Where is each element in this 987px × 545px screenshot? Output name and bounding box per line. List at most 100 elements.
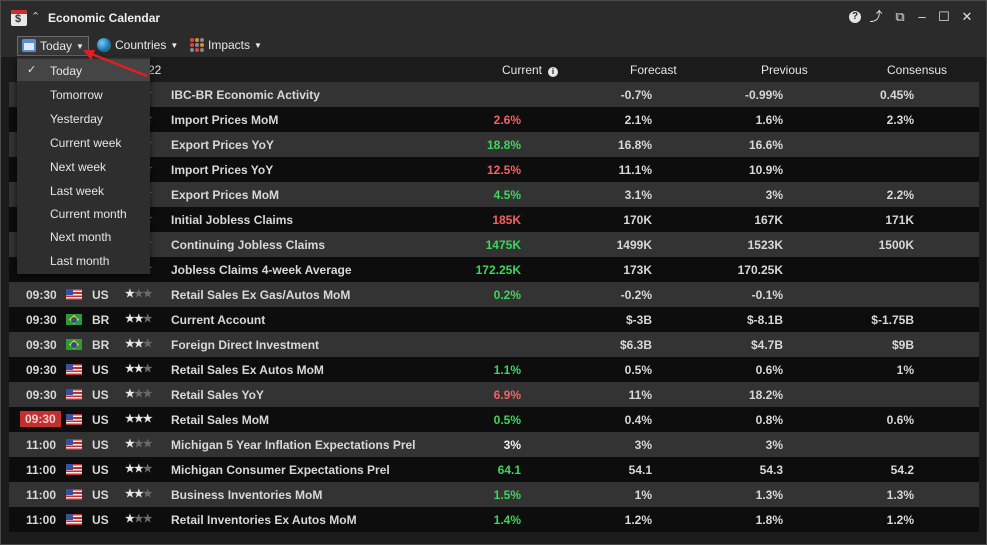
event-current: 1.4% [493,513,521,527]
table-row[interactable]: ★★★Initial Jobless Claims185K170K167K171… [9,207,979,232]
header-current[interactable]: Current i [502,63,559,77]
event-current: 12.5% [486,163,521,177]
event-forecast: 173K [623,263,652,277]
flag-us-icon [66,414,82,425]
dropdown-item-tomorrow[interactable]: Tomorrow [17,83,150,105]
table-row[interactable]: 11:00 US ★★★ Michigan Consumer Expectations… [9,457,979,482]
event-forecast: -0.2% [620,288,652,302]
table-row[interactable]: 09:30 BR ★★★ Foreign Direct Investment $6.3B… [9,332,979,357]
event-current: 0.5% [493,413,521,427]
table-row[interactable]: 11:00 US ★★★ Retail Inventories Ex Autos Mo… [9,507,979,532]
impact-star-icon: ★★★ [125,388,153,400]
event-current: 18.8% [486,138,521,152]
maximize-icon[interactable]: ☐ [938,9,950,24]
event-previous: 16.6% [748,138,783,152]
event-time: 09:30 [26,313,57,327]
flag-br-icon [66,339,82,350]
dropdown-item-current-week[interactable]: Current week [17,131,150,153]
event-time: 09:30 [20,411,61,427]
info-icon[interactable]: i [548,67,559,77]
impact-star-icon: ★★★ [125,513,153,525]
events-table: ★★★ IBC-BR Economic Activity -0.7% -0.99% 0.… [9,82,979,532]
event-forecast: 1499K [616,238,652,252]
event-previous: -0.1% [751,288,783,302]
impact-star-icon: ★★★ [125,463,153,475]
help-icon[interactable]: ? [849,11,861,23]
table-row[interactable]: 09:30 BR ★★★ Current Account $-3B $-8.1B $-1.7… [9,307,979,332]
event-consensus: 1.2% [886,513,914,527]
event-previous: 0.6% [755,363,783,377]
table-row[interactable]: 11:00 US ★★★ Michigan 5 Year Inflation Expe… [9,432,979,457]
event-forecast: 2.1% [624,113,652,127]
event-current: 6.9% [493,388,521,402]
event-country: BR [92,338,110,352]
event-previous: 1.8% [755,513,783,527]
today-period-button[interactable]: Today ▼ [17,36,89,56]
table-row[interactable]: 09:30 US ★★★ Retail Sales YoY 6.9% 11% 18.2% [9,382,979,407]
event-consensus: 0.6% [886,413,914,427]
table-header: 22 Current i Forecast Previous Consensus [9,57,979,81]
event-consensus: 0.45% [879,88,914,102]
table-row[interactable]: ★★★IBC-BR Economic Activity-0.7%-0.99%0.… [9,82,979,107]
countries-button[interactable]: Countries ▼ [97,36,178,54]
event-previous: 3% [765,438,783,452]
event-country: US [92,288,109,302]
event-previous: 1.3% [755,488,783,502]
event-current: 2.6% [493,113,521,127]
event-time: 11:00 [26,513,57,527]
event-forecast: 3.1% [624,188,652,202]
dropdown-item-last-month[interactable]: Last month [17,249,150,271]
dropdown-item-current-month[interactable]: Current month [17,202,150,224]
collapse-chevron-up-icon[interactable]: ⌃ [31,11,41,23]
minimize-icon[interactable]: – [918,9,926,24]
window-title: Economic Calendar [48,11,161,25]
event-previous: 54.3 [759,463,783,477]
dropdown-item-today[interactable]: ✓ Today [17,59,150,81]
event-time: 09:30 [26,388,57,402]
detach-icon[interactable]: ⧉ [895,9,905,24]
countries-label: Countries [115,38,167,52]
table-row[interactable]: ★★★Continuing Jobless Claims1475K1499K15… [9,232,979,257]
event-country: US [92,438,109,452]
table-row[interactable]: 09:30 US ★★★ Retail Sales Ex Autos MoM 1.1% 0… [9,357,979,382]
close-icon[interactable]: ✕ [961,9,973,24]
flag-us-icon [66,464,82,475]
event-forecast: 1% [634,488,652,502]
table-row[interactable]: ★★★Jobless Claims 4-week Average172.25K1… [9,257,979,282]
dropdown-item-yesterday[interactable]: Yesterday [17,107,150,129]
event-country: US [92,488,109,502]
dropdown-item-next-month[interactable]: Next month [17,225,150,247]
title-bar: $ ⌃ Economic Calendar ? ⤴ ⧉ – ☐ ✕ [1,1,986,33]
event-forecast: 170K [623,213,652,227]
check-icon: ✓ [27,64,37,76]
dropdown-item-last-week[interactable]: Last week [17,179,150,201]
table-row[interactable]: 09:30 US ★★★ Retail Sales Ex Gas/Autos MoM 0… [9,282,979,307]
header-forecast[interactable]: Forecast [630,63,677,77]
header-consensus[interactable]: Consensus [887,63,948,77]
event-previous: -0.99% [744,88,783,102]
impacts-button[interactable]: Impacts ▼ [190,36,262,54]
event-forecast: 1.2% [624,513,652,527]
flag-br-icon [66,314,82,325]
event-name: Export Prices MoM [171,188,280,202]
event-previous: 18.2% [748,388,783,402]
event-name: Import Prices YoY [171,163,274,177]
table-row[interactable]: 09:30 US ★★★ Retail Sales MoM 0.5% 0.4% 0.8% 0.… [9,407,979,432]
event-time: 09:30 [26,363,57,377]
header-previous[interactable]: Previous [761,63,808,77]
event-name: Retail Sales MoM [171,413,270,427]
share-icon[interactable]: ⤴ [869,9,883,24]
event-consensus: 2.3% [886,113,914,127]
event-name: Retail Sales Ex Autos MoM [171,363,324,377]
impact-star-icon: ★★★ [125,413,153,425]
table-row[interactable]: 11:00 US ★★★ Business Inventories MoM 1.5% 1%… [9,482,979,507]
event-name: Current Account [171,313,266,327]
today-label: Today [40,39,73,53]
flag-us-icon [66,364,82,375]
flag-us-icon [66,514,82,525]
dropdown-item-next-week[interactable]: Next week [17,155,150,177]
